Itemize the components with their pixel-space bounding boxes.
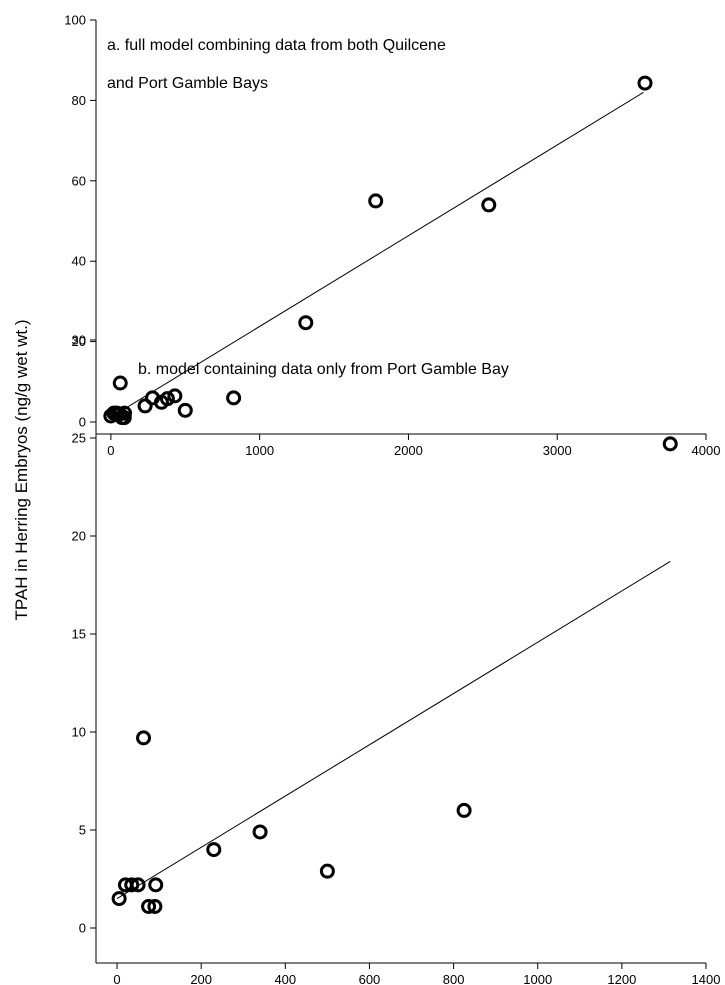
annotation-b: b. model containing data only from Port … (138, 361, 509, 378)
data-point-b (124, 877, 140, 893)
x-tick-label-b: 1000 (523, 972, 552, 985)
data-point-b (130, 877, 146, 893)
data-point-a (368, 193, 384, 209)
x-tick-label-a: 3000 (543, 443, 572, 458)
annotation-a: and Port Gamble Bays (107, 75, 268, 92)
data-point-a (637, 75, 653, 91)
data-point-a (112, 375, 128, 391)
y-tick-label-a: 40 (72, 254, 86, 269)
y-tick-label-b: 5 (79, 823, 86, 838)
x-tick-label-b: 800 (443, 972, 465, 985)
data-point-b (147, 898, 163, 914)
data-point-b (319, 863, 335, 879)
data-point-b (141, 898, 157, 914)
y-tick-label-b: 20 (72, 529, 86, 544)
data-point-a (481, 197, 497, 213)
regression-line-a (110, 91, 644, 418)
x-tick-label-b: 400 (274, 972, 296, 985)
x-tick-label-a: 0 (107, 443, 114, 458)
data-point-a (117, 405, 133, 421)
x-tick-label-a: 4000 (692, 443, 721, 458)
data-point-b (148, 877, 164, 893)
data-point-a (159, 391, 175, 407)
y-tick-label-a: 80 (72, 93, 86, 108)
y-tick-label-a: 60 (72, 173, 86, 188)
data-point-b (136, 730, 152, 746)
regression-line-b (116, 561, 671, 900)
y-tick-label-b: 30 (72, 333, 86, 348)
data-point-b (111, 891, 127, 907)
data-point-a (177, 402, 193, 418)
x-tick-label-a: 1000 (245, 443, 274, 458)
data-point-b (252, 824, 268, 840)
data-point-a (226, 390, 242, 406)
y-tick-label-b: 15 (72, 627, 86, 642)
y-tick-label-a: 0 (79, 415, 86, 430)
y-axis-label: TPAH in Herring Embryos (ng/g wet wt.) (12, 319, 31, 620)
x-tick-label-a: 2000 (394, 443, 423, 458)
data-point-b (662, 436, 678, 452)
annotation-a: a. full model combining data from both Q… (107, 37, 446, 54)
x-tick-label-b: 600 (359, 972, 381, 985)
x-tick-label-b: 200 (190, 972, 212, 985)
x-tick-label-b: 1200 (607, 972, 636, 985)
y-tick-label-a: 20 (72, 334, 86, 349)
data-point-a (137, 398, 153, 414)
x-tick-label-b: 0 (113, 972, 120, 985)
data-point-b (456, 802, 472, 818)
y-tick-label-b: 0 (79, 921, 86, 936)
y-tick-label-b: 25 (72, 431, 86, 446)
data-point-a (298, 315, 314, 331)
data-point-a (167, 388, 183, 404)
y-tick-label-b: 10 (72, 725, 86, 740)
x-tick-label-b: 1400 (692, 972, 721, 985)
y-tick-label-a: 100 (64, 13, 86, 28)
data-point-b (206, 842, 222, 858)
